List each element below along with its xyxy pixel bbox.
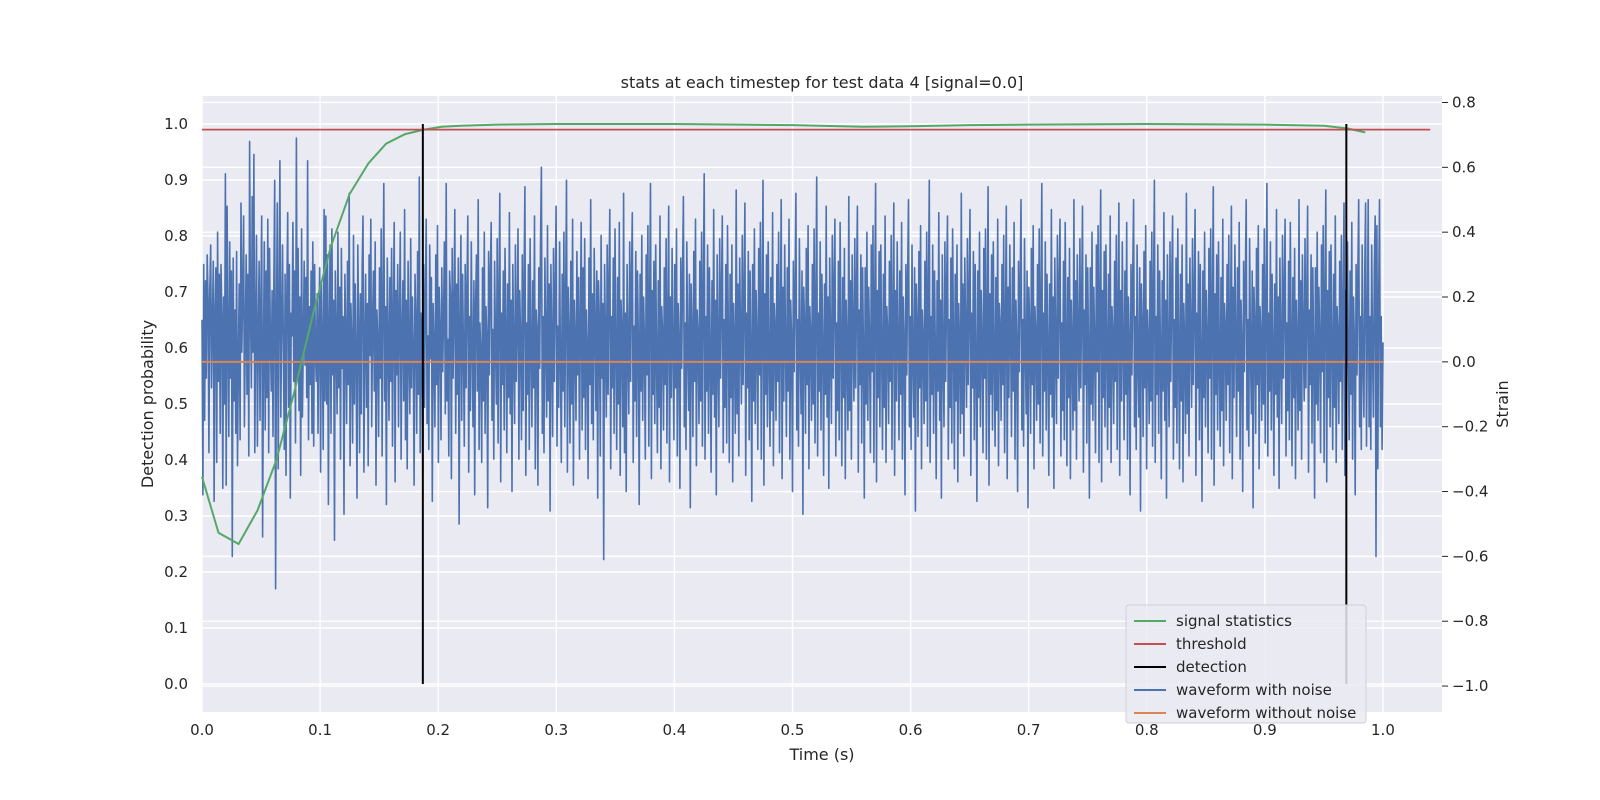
y-left-tick-label: 0.9 (164, 171, 188, 189)
y-left-tick-label: 0.0 (164, 675, 188, 693)
y-right-tick-label: 0.0 (1452, 353, 1476, 371)
y-left-axis-label: Detection probability (138, 320, 157, 488)
y-left-tick-label: 0.7 (164, 283, 188, 301)
legend-label: detection (1176, 658, 1247, 676)
y-right-tick-label: −0.6 (1452, 547, 1488, 565)
y-right-tick-label: −0.2 (1452, 418, 1488, 436)
legend-box (1125, 604, 1367, 724)
x-axis-label: Time (s) (788, 745, 854, 764)
waveform-with-noise-line (201, 137, 1384, 590)
x-tick-label: 0.3 (544, 721, 568, 739)
y-left-tick-label: 1.0 (164, 115, 188, 133)
y-left-tick-label: 0.3 (164, 507, 188, 525)
x-tick-label: 0.0 (190, 721, 214, 739)
y-left-tick-label: 0.2 (164, 563, 188, 581)
y-right-tick-label: 0.4 (1452, 223, 1476, 241)
y-left-tick-label: 0.5 (164, 395, 188, 413)
x-tick-label: 0.6 (899, 721, 923, 739)
x-tick-label: 0.8 (1135, 721, 1159, 739)
x-tick-label: 0.5 (781, 721, 805, 739)
x-axis-ticks: 0.0 0.1 0.2 0.3 0.4 0.5 0.6 0.7 0.8 0.9 1.0 (190, 721, 1395, 739)
legend-label: threshold (1176, 635, 1247, 653)
x-tick-label: 0.9 (1253, 721, 1277, 739)
legend: signal statistics threshold detection wavef… (1125, 604, 1367, 724)
y-right-tick-label: 0.6 (1452, 158, 1476, 176)
x-tick-label: 0.4 (662, 721, 686, 739)
y-right-axis-label: Strain (1493, 380, 1512, 427)
y-right-tick-label: 0.8 (1452, 93, 1476, 111)
y-left-tick-label: 0.1 (164, 619, 188, 637)
legend-label: signal statistics (1176, 612, 1292, 630)
signal-statistics-line (201, 122, 1366, 546)
x-tick-label: 0.7 (1017, 721, 1041, 739)
y-left-tick-label: 0.6 (164, 339, 188, 357)
y-right-tick-label: −0.4 (1452, 483, 1488, 501)
chart-title: stats at each timestep for test data 4 [… (621, 73, 1024, 92)
x-tick-label: 0.1 (308, 721, 332, 739)
series-signal-statistics (201, 122, 1366, 546)
y-left-tick-label: 0.8 (164, 227, 188, 245)
y-right-tick-label: 0.2 (1452, 288, 1476, 306)
legend-label: waveform with noise (1176, 681, 1332, 699)
y-left-axis-ticks: 0.0 0.1 0.2 0.3 0.4 0.5 0.6 0.7 0.8 0.9 1.0 (164, 115, 188, 693)
y-left-tick-label: 0.4 (164, 451, 188, 469)
y-right-axis-ticks: −1.0 −0.8 −0.6 −0.4 −0.2 0.0 0.2 0.4 0.6 0.8 (1442, 93, 1488, 695)
series-detection (421, 124, 1348, 684)
x-tick-label: 1.0 (1371, 721, 1395, 739)
x-tick-label: 0.2 (426, 721, 450, 739)
legend-label: waveform without noise (1176, 704, 1356, 722)
y-right-tick-label: −0.8 (1452, 612, 1488, 630)
y-right-tick-label: −1.0 (1452, 677, 1488, 695)
series-waveform-with-noise (201, 137, 1384, 590)
